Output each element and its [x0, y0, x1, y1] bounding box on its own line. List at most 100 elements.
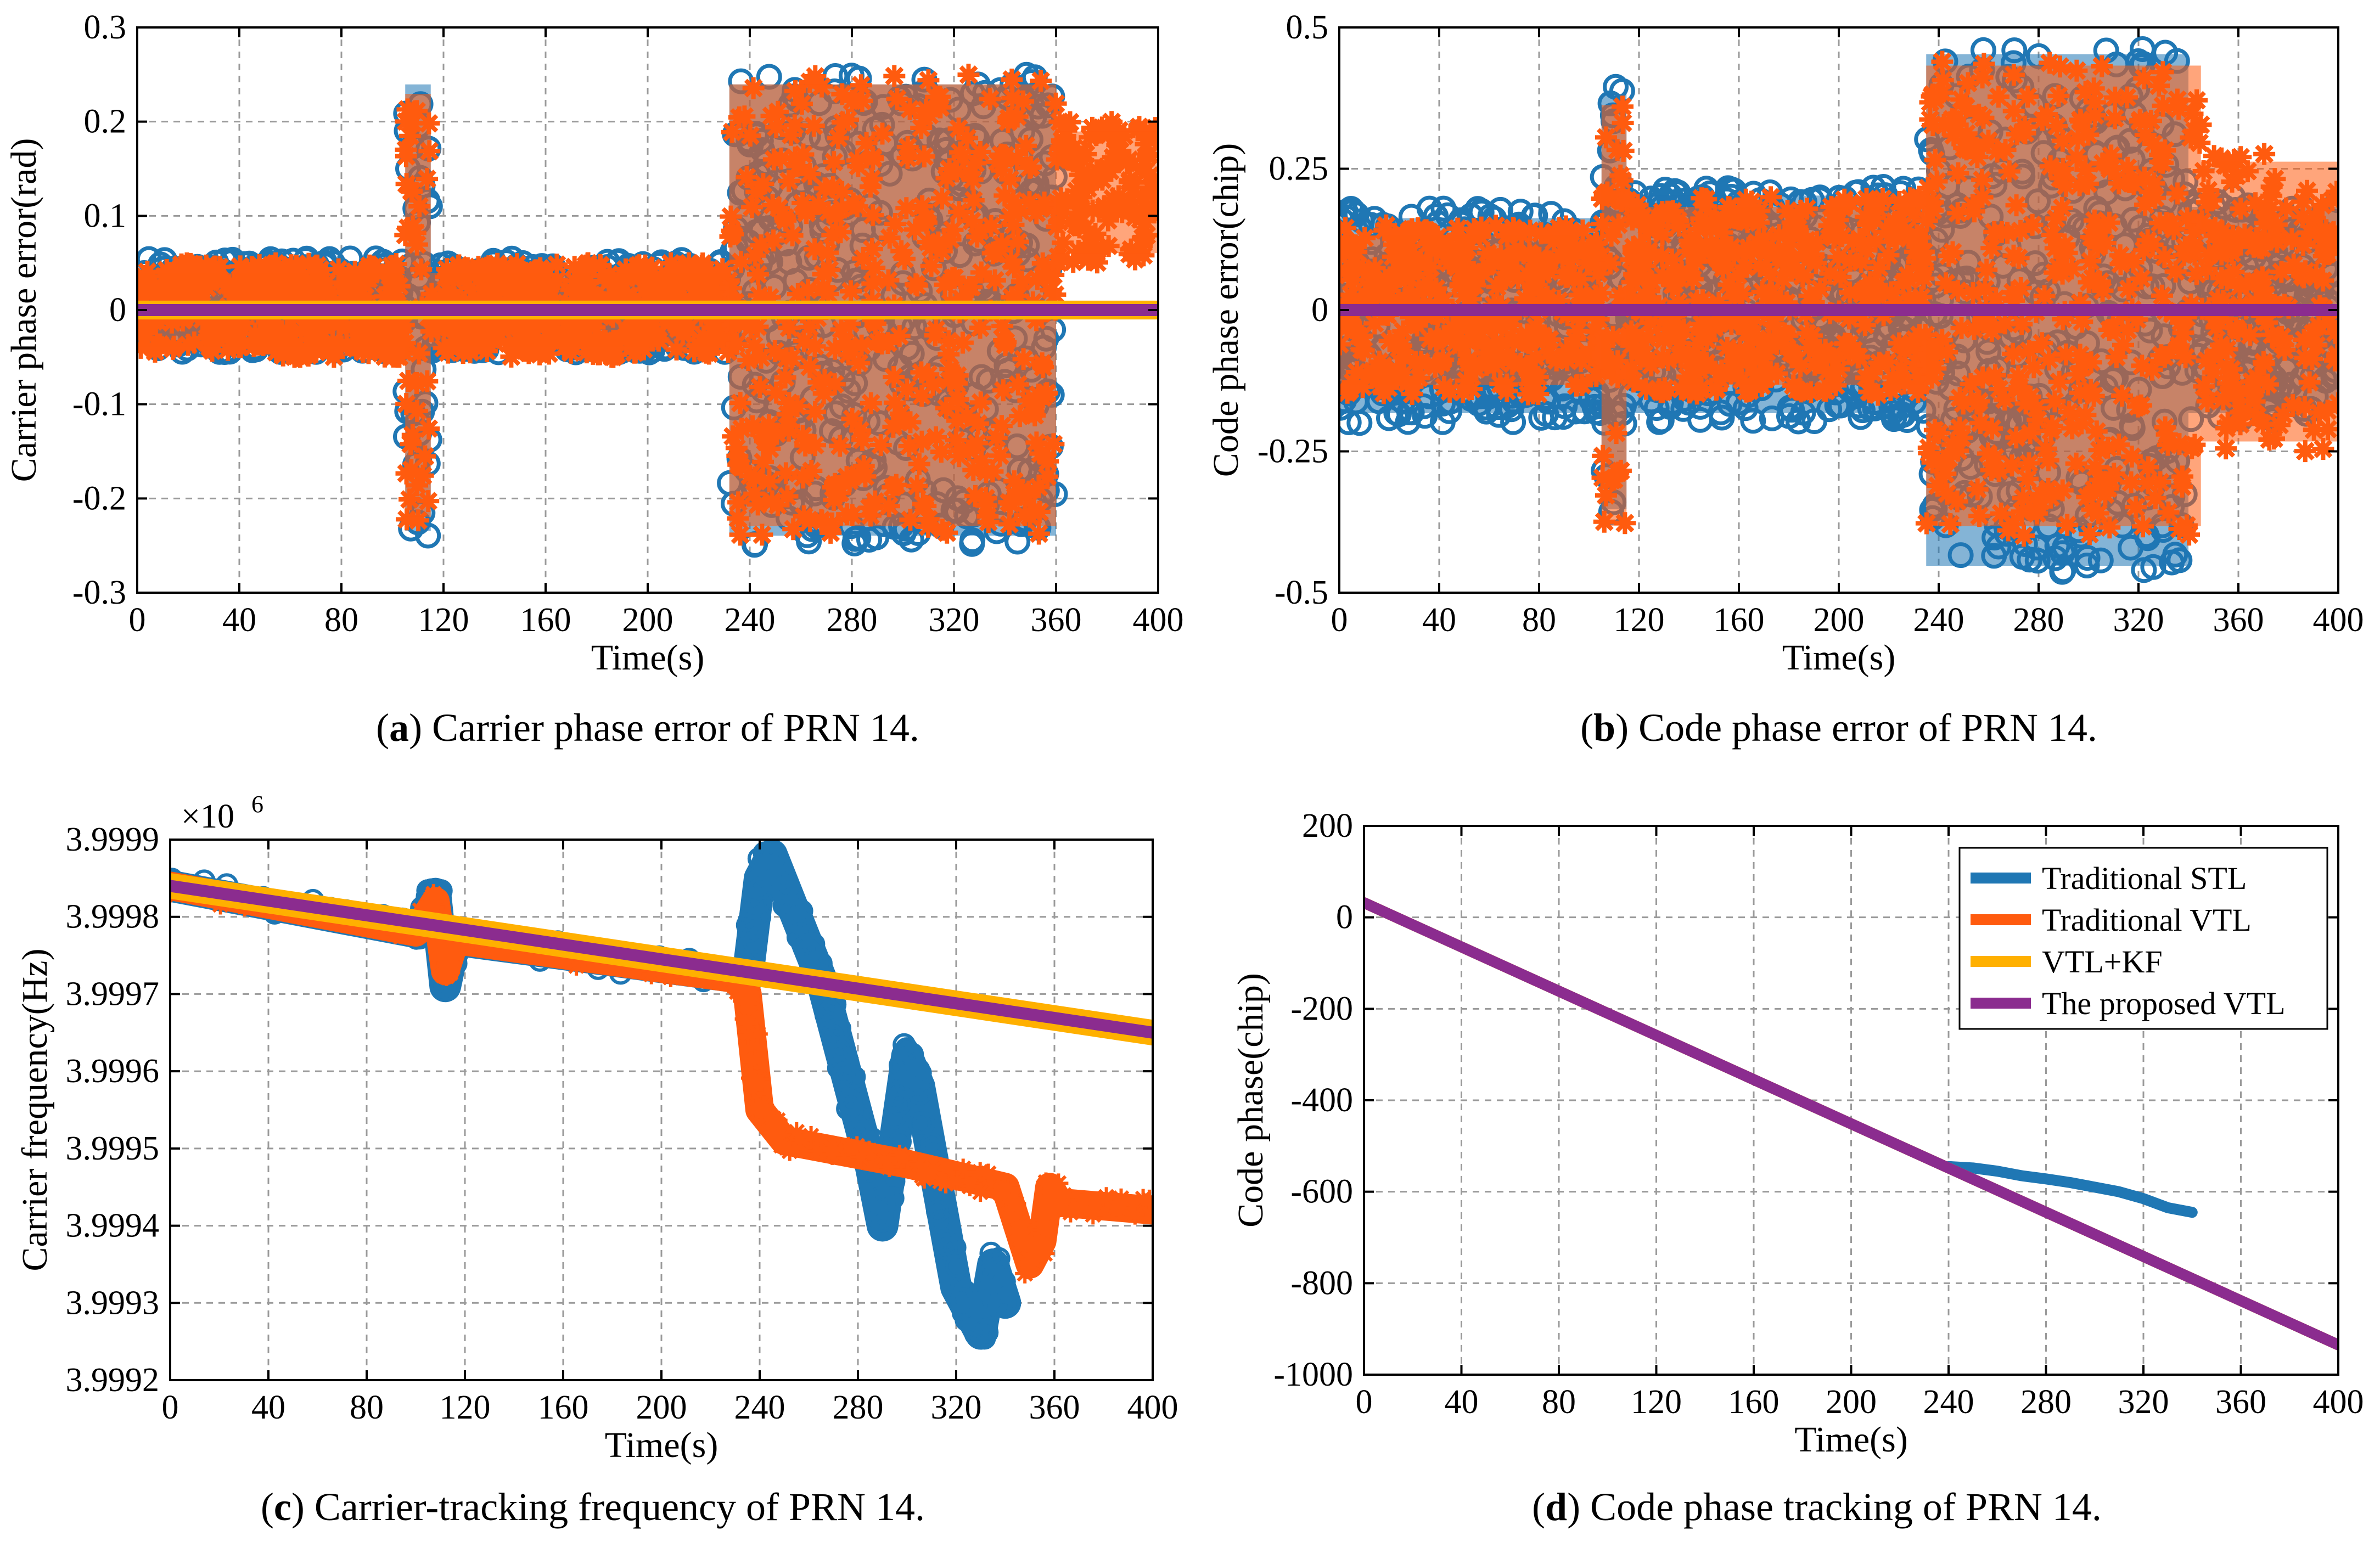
caption-letter: b	[1593, 706, 1615, 750]
caption-open: (	[376, 706, 389, 750]
x-axis-label: Time(s)	[1794, 1420, 1908, 1460]
x-tick-label: 40	[1422, 601, 1456, 639]
caption-letter: d	[1545, 1485, 1567, 1529]
legend: Traditional STL Traditional VTL VTL+KF The …	[1958, 847, 2328, 1030]
caption-text: Code phase tracking of PRN 14.	[1580, 1485, 2102, 1529]
y-tick-label: 0.2	[84, 103, 127, 140]
x-tick-label: 320	[2113, 601, 2164, 639]
caption-b: (b) Code phase error of PRN 14.	[1580, 706, 2097, 750]
x-tick-label: 400	[2313, 1383, 2364, 1421]
y-tick-label: -0.1	[72, 386, 126, 423]
y-tick-label: -600	[1290, 1173, 1353, 1211]
legend-label: Traditional STL	[2042, 860, 2247, 896]
series-the-proposed-vtl	[1364, 897, 2338, 1351]
x-tick-label: 400	[1127, 1389, 1178, 1426]
y-tick-label: 3.9999	[66, 821, 160, 858]
chart-b: 0 40 80 120 160 200 240 280 320 360 400 -0.5 -0.25 0 0…	[1206, 9, 2364, 750]
x-tick-label: 160	[1728, 1383, 1780, 1421]
x-tick-label: 120	[1631, 1383, 1682, 1421]
plot-area-a	[137, 61, 1158, 558]
x-tick-label: 400	[1133, 601, 1184, 639]
legend-label: VTL+KF	[2042, 944, 2163, 980]
y-tick-label: 3.9995	[66, 1130, 160, 1167]
caption-c: (c) Carrier-tracking frequency of PRN 14…	[261, 1485, 925, 1529]
x-tick-label: 80	[1542, 1383, 1576, 1421]
series-line	[1364, 897, 2338, 1351]
y-tick-label: -200	[1290, 990, 1353, 1027]
caption-text: Code phase error of PRN 14.	[1629, 706, 2097, 750]
x-tick-label: 80	[1522, 601, 1556, 639]
x-tick-label: 200	[622, 601, 673, 639]
x-tick-label: 280	[2020, 1383, 2072, 1421]
x-axis-label: Time(s)	[591, 638, 705, 678]
legend-label: The proposed VTL	[2042, 986, 2286, 1021]
caption-a: (a) Carrier phase error of PRN 14.	[376, 706, 919, 750]
plot-area-d	[1364, 897, 2338, 1351]
x-tick-label: 200	[1814, 601, 1865, 639]
x-tick-label: 280	[833, 1389, 884, 1426]
y-tick-label: 0.1	[84, 197, 127, 234]
x-axis-label: Time(s)	[1782, 638, 1896, 678]
y-tick-label: -400	[1290, 1082, 1353, 1119]
x-tick-label: 120	[440, 1389, 491, 1426]
x-tick-label: 320	[2118, 1383, 2169, 1421]
scatter-density	[1626, 207, 1927, 385]
y-tick-label: 0	[1336, 899, 1353, 936]
y-tick-label: 0.5	[1286, 9, 1329, 46]
y-tick-label: -0.25	[1258, 433, 1328, 470]
x-tick-label: 160	[520, 601, 571, 639]
series-line	[170, 880, 1153, 1039]
chart-a: 0 40 80 120 160 200 240 280 320 360 400 -0.3 -0.2 -0.…	[4, 9, 1184, 750]
series-traditional-stl	[1943, 1161, 2198, 1218]
scatter-density	[2201, 161, 2338, 442]
x-tick-label: 360	[1029, 1389, 1080, 1426]
caption-open: (	[1580, 706, 1593, 750]
caption-open: (	[261, 1485, 274, 1529]
plot-area-c	[170, 840, 1153, 1350]
y-tick-label: 0.3	[84, 9, 127, 46]
x-tick-label: 40	[1445, 1383, 1479, 1421]
y-tick-label: 3.9998	[66, 898, 160, 936]
y-tick-label: 0.25	[1269, 150, 1329, 188]
x-tick-label: 360	[1031, 601, 1082, 639]
x-tick-label: 0	[1331, 601, 1348, 639]
y-tick-label: 0	[109, 291, 126, 329]
y-tick-label: -0.2	[72, 480, 126, 517]
caption-close: )	[291, 1485, 305, 1529]
x-tick-label: 240	[1923, 1383, 1974, 1421]
x-tick-label: 0	[162, 1389, 179, 1426]
caption-close: )	[1567, 1485, 1580, 1529]
series-texture	[170, 881, 1153, 1284]
x-tick-label: 200	[636, 1389, 687, 1426]
x-tick-label: 160	[1714, 601, 1765, 639]
axis-exponent-power: 6	[251, 791, 263, 818]
x-tick-label: 240	[725, 601, 776, 639]
axis-exponent: ×10	[181, 798, 234, 835]
x-tick-label: 120	[1614, 601, 1665, 639]
x-tick-label: 0	[129, 601, 146, 639]
legend-label: Traditional VTL	[2042, 902, 2252, 938]
x-tick-label: 80	[324, 601, 358, 639]
y-tick-label: 3.9996	[66, 1053, 160, 1090]
scatter-density	[1926, 65, 2201, 526]
y-tick-label: -1000	[1273, 1356, 1353, 1393]
x-tick-label: 320	[929, 601, 980, 639]
y-tick-label: -0.5	[1275, 574, 1328, 611]
y-tick-label: 3.9997	[66, 975, 160, 1012]
caption-close: )	[1615, 706, 1629, 750]
x-tick-label: 240	[734, 1389, 785, 1426]
caption-letter: a	[389, 706, 409, 750]
y-tick-label: 3.9993	[66, 1284, 160, 1321]
x-tick-label: 40	[222, 601, 256, 639]
y-axis-label: Carrier frequency(Hz)	[15, 948, 55, 1271]
x-tick-label: 40	[251, 1389, 285, 1426]
x-tick-label: 80	[350, 1389, 384, 1426]
y-axis-label: Code phase(chip)	[1231, 973, 1271, 1228]
scatter-density	[1056, 131, 1158, 254]
x-tick-label: 160	[538, 1389, 589, 1426]
series-the-proposed-vtl	[170, 880, 1153, 1039]
caption-text: Carrier-tracking frequency of PRN 14.	[305, 1485, 925, 1529]
chart-c: 0 40 80 120 160 200 240 280 320 360 400 3.9992 3.999…	[15, 791, 1178, 1529]
series-band	[170, 840, 1021, 1350]
